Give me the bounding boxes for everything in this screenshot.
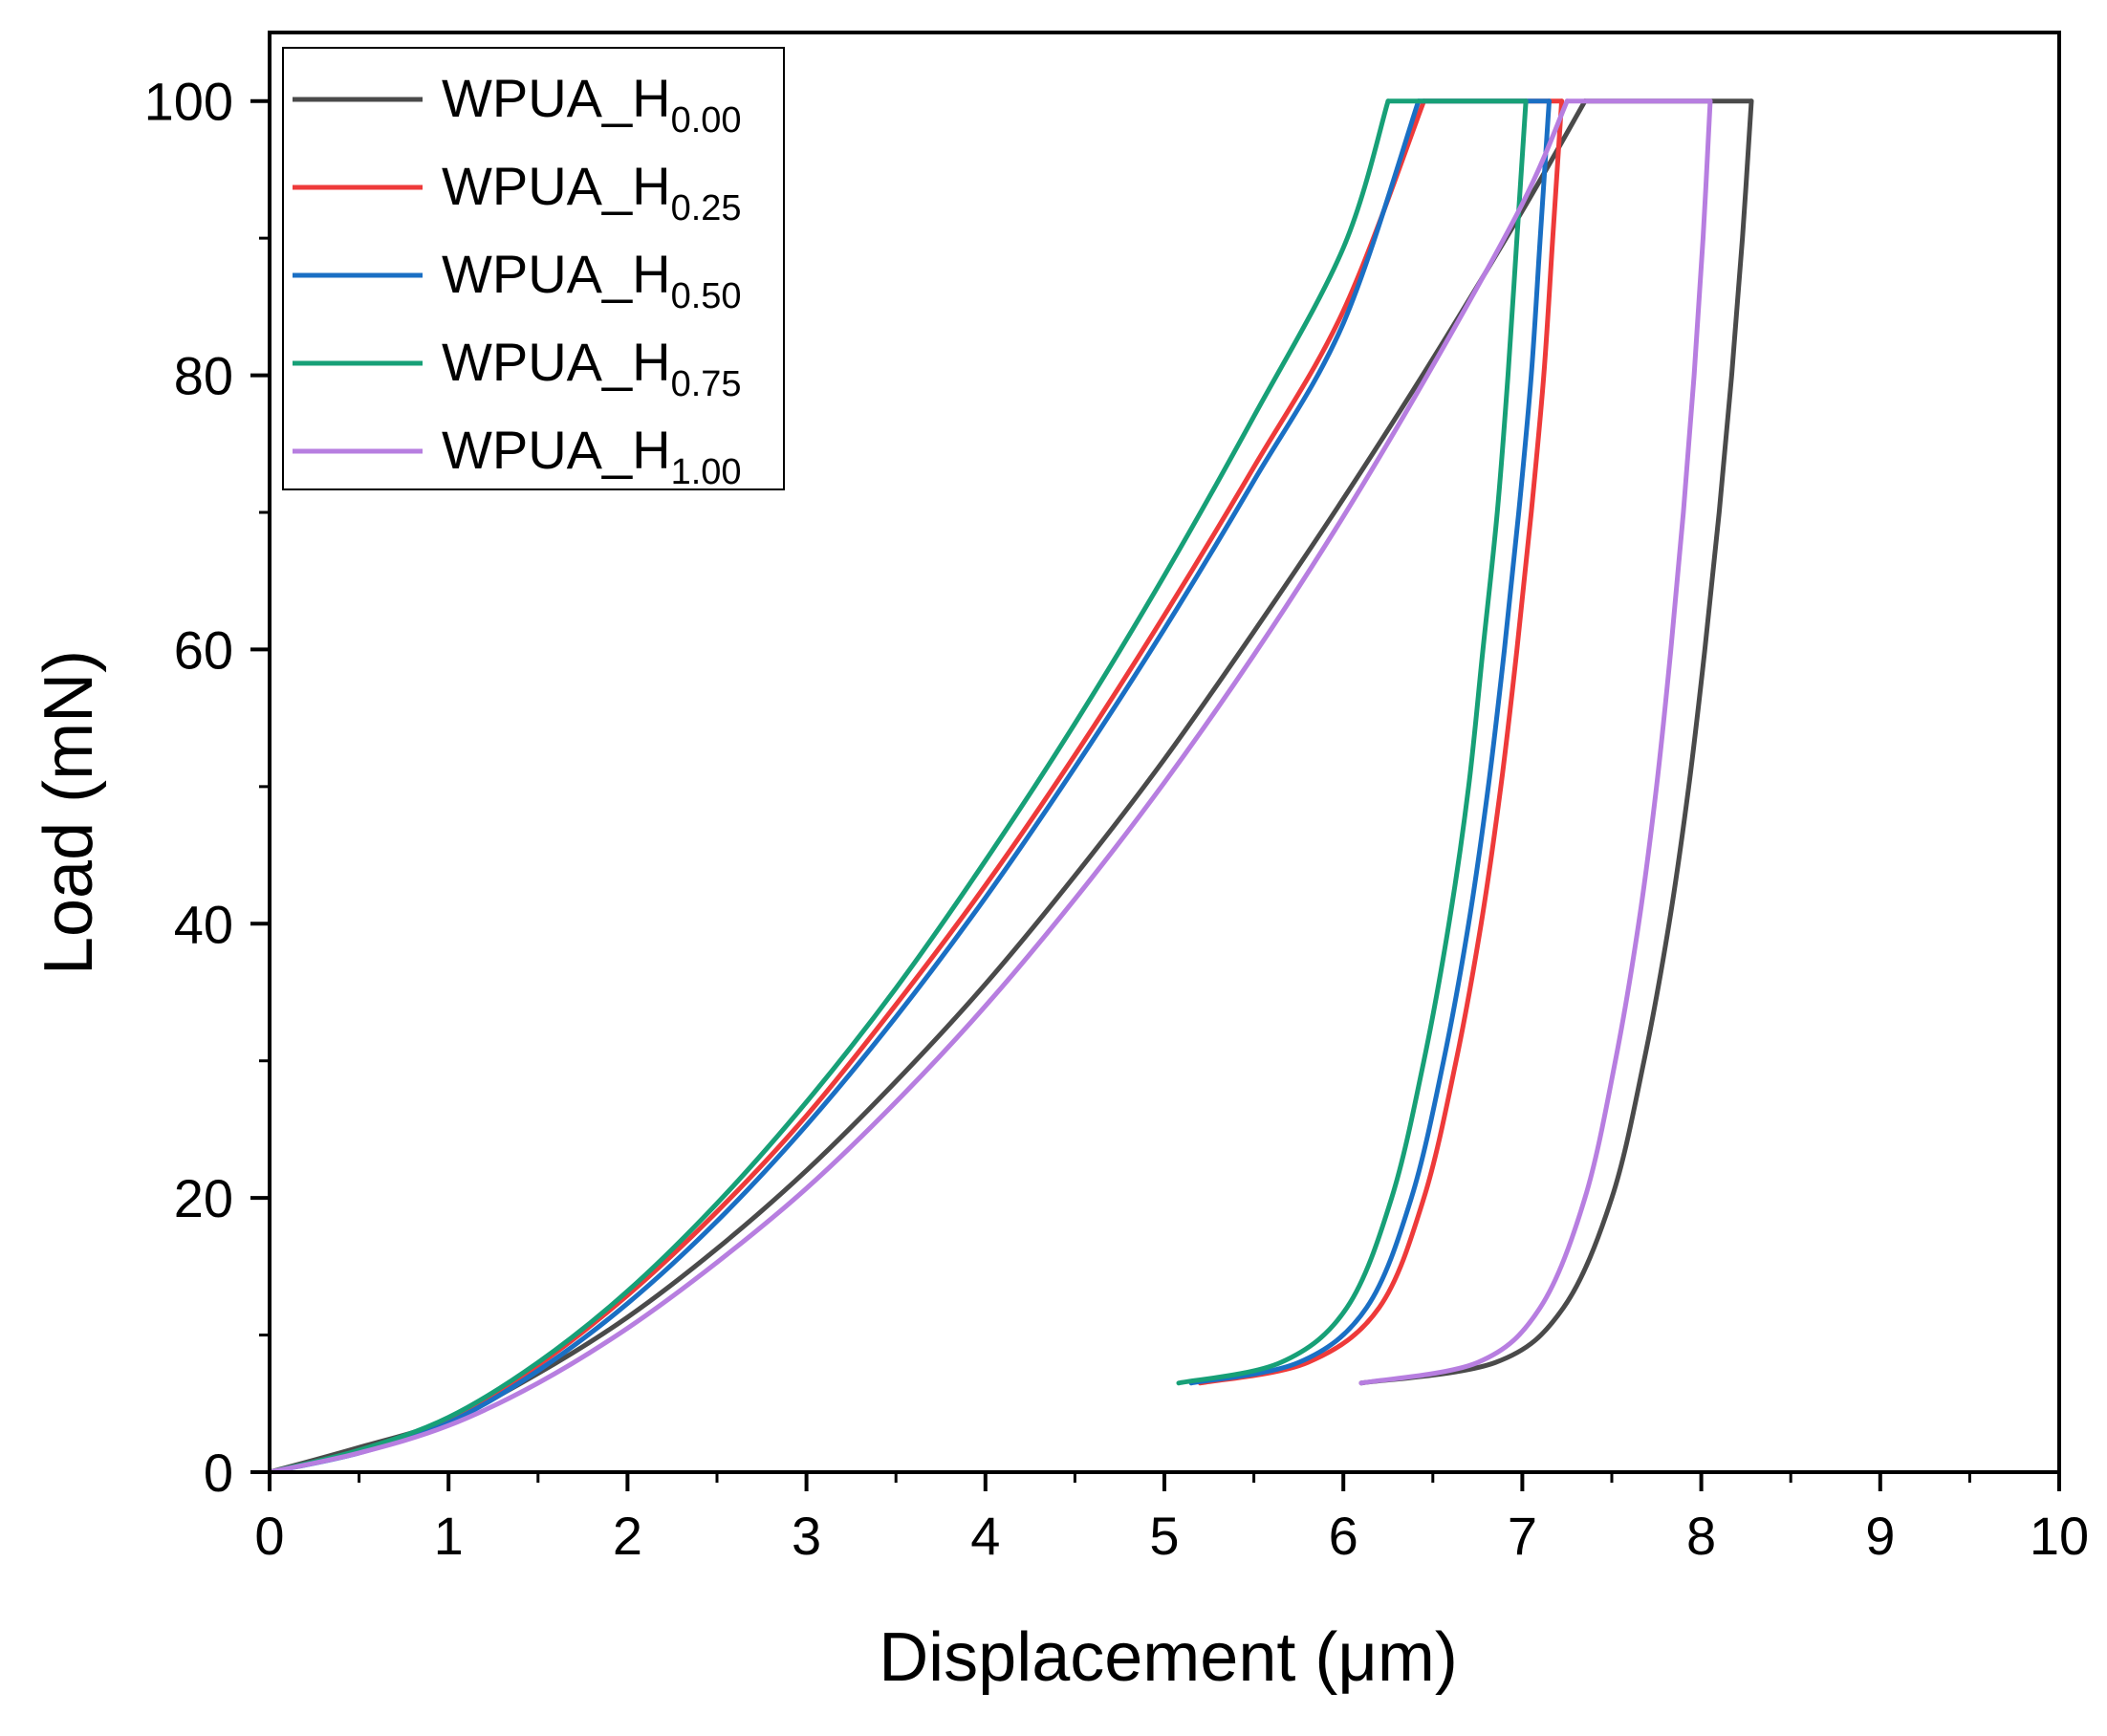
x-tick-label: 2	[613, 1506, 642, 1566]
series-line-loading	[267, 98, 1570, 1475]
y-tick-label: 0	[204, 1443, 233, 1503]
legend-entry: WPUA_H0.00	[293, 68, 742, 141]
y-tick-label: 40	[174, 894, 233, 954]
x-tick-label: 1	[434, 1506, 464, 1566]
legend-label: WPUA_H0.50	[442, 244, 742, 316]
x-tick-label: 0	[254, 1506, 284, 1566]
legend-entry: WPUA_H0.50	[293, 244, 742, 316]
series-line-unloading	[1197, 98, 1565, 1386]
x-tick-label: 8	[1686, 1506, 1716, 1566]
legend-entry: WPUA_H1.00	[293, 420, 742, 492]
legend-entry: WPUA_H0.25	[293, 156, 742, 228]
y-tick-label: 20	[174, 1168, 233, 1228]
series-1-00	[267, 98, 1713, 1475]
legend-label-subscript: 0.25	[671, 188, 742, 228]
legend-label: WPUA_H1.00	[442, 420, 742, 492]
legend-box	[282, 47, 785, 490]
x-tick-label: 10	[2030, 1506, 2089, 1566]
series-line-unloading	[1358, 98, 1713, 1386]
series-0-75	[267, 98, 1529, 1475]
series-layer	[267, 98, 1754, 1475]
y-tick-label: 100	[144, 72, 233, 132]
legend-label-subscript: 0.50	[671, 276, 742, 316]
legend-label: WPUA_H0.25	[442, 156, 742, 228]
legend-label-base: WPUA_H	[442, 156, 671, 216]
legend-label-subscript: 0.00	[671, 100, 742, 141]
legend-label: WPUA_H0.75	[442, 332, 742, 404]
legend-label: WPUA_H0.00	[442, 68, 742, 141]
y-tick-label: 60	[174, 619, 233, 680]
legend-label-base: WPUA_H	[442, 244, 671, 304]
x-tick-label: 7	[1508, 1506, 1537, 1566]
x-tick-label: 6	[1329, 1506, 1358, 1566]
legend: WPUA_H0.00WPUA_H0.25WPUA_H0.50WPUA_H0.75…	[282, 47, 785, 492]
x-tick-label: 9	[1865, 1506, 1895, 1566]
legend-label-base: WPUA_H	[442, 332, 671, 392]
legend-label-subscript: 0.75	[671, 364, 742, 404]
series-line-loading	[267, 98, 1391, 1475]
y-tick-label: 80	[174, 346, 233, 406]
series-line-unloading	[1358, 98, 1754, 1386]
y-axis-title: Load (mN)	[31, 650, 107, 975]
series-line-unloading	[1188, 98, 1552, 1386]
legend-entry: WPUA_H0.75	[293, 332, 742, 404]
x-tick-label: 3	[792, 1506, 821, 1566]
x-tick-label: 5	[1149, 1506, 1179, 1566]
legend-label-base: WPUA_H	[442, 420, 671, 480]
series-line-unloading	[1176, 98, 1529, 1386]
legend-label-base: WPUA_H	[442, 68, 671, 128]
legend-label-subscript: 1.00	[671, 452, 742, 492]
x-axis-title: Displacement (μm)	[879, 1619, 1458, 1696]
x-tick-label: 4	[970, 1506, 1000, 1566]
series-line-loading	[267, 98, 1422, 1475]
